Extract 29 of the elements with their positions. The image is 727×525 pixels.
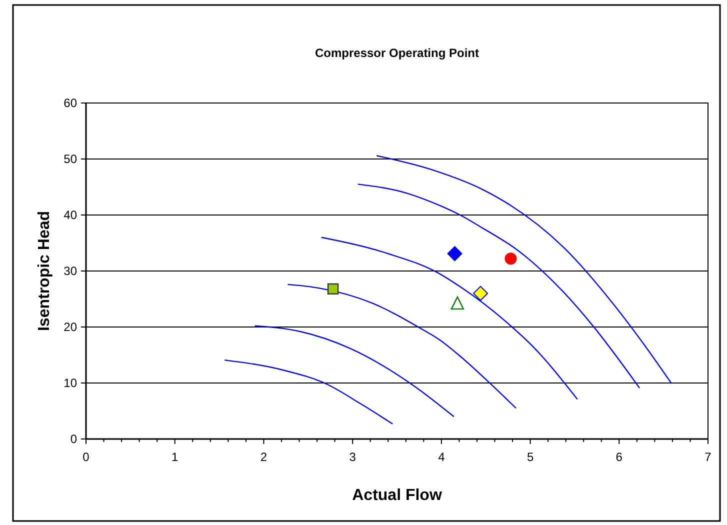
x-tick-label: 5: [526, 450, 534, 464]
y-tick-label: 10: [64, 376, 78, 390]
chart-title: Compressor Operating Point: [314, 46, 480, 60]
point: [327, 283, 339, 295]
y-tick-label: 40: [64, 208, 78, 222]
point: [504, 252, 517, 265]
x-tick-label: 1: [172, 450, 179, 464]
line-series: [376, 155, 672, 384]
line-series: [224, 359, 394, 424]
y-tick-label: 20: [64, 320, 78, 334]
x-tick-label: 6: [616, 450, 623, 464]
y-tick-label: 0: [70, 432, 78, 446]
line-series: [287, 284, 517, 409]
x-tick-label: 2: [260, 450, 268, 464]
x-tick-label: 0: [82, 450, 90, 464]
y-tick-label: 30: [64, 264, 78, 278]
line-series: [357, 184, 640, 389]
x-tick-label: 4: [438, 450, 446, 464]
y-tick-label: 60: [64, 96, 78, 110]
x-tick-label: 3: [349, 450, 356, 464]
x-tick-label: 7: [704, 450, 712, 464]
x-axis-title: Actual Flow: [352, 487, 442, 504]
point: [447, 246, 462, 262]
y-tick-label: 50: [64, 152, 78, 166]
point: [473, 286, 488, 301]
line-series: [254, 325, 454, 418]
line-series: [320, 236, 578, 400]
point: [450, 296, 464, 310]
y-axis-title: Isentropic Head: [36, 210, 53, 332]
